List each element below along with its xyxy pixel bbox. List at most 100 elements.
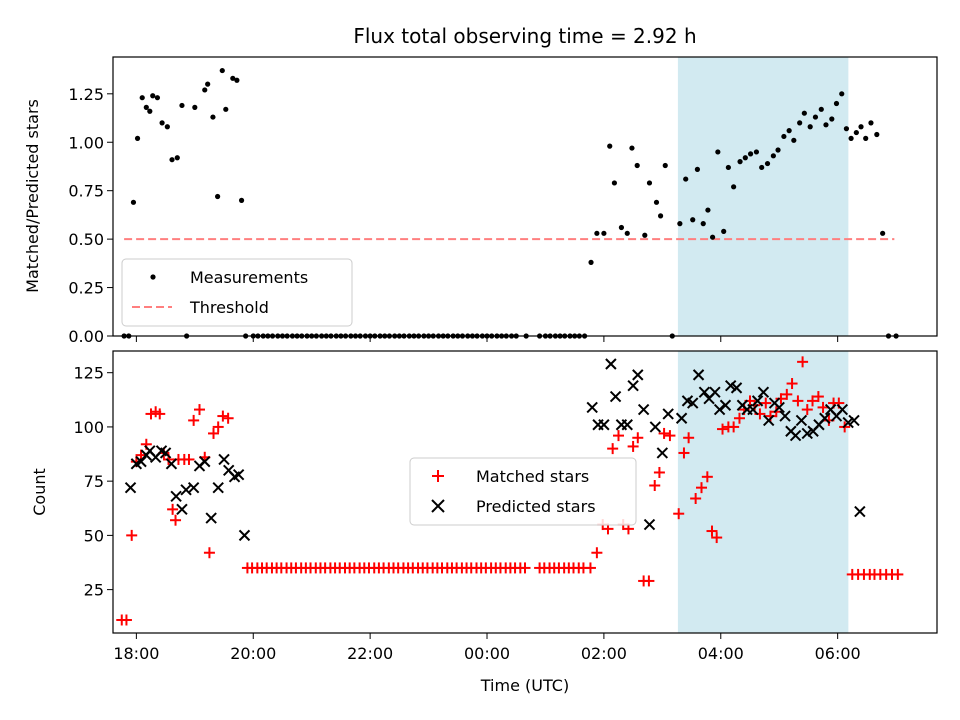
measurement-point (588, 259, 594, 265)
measurement-point (731, 184, 737, 190)
measurement-point (646, 180, 653, 186)
measurement-point (179, 102, 185, 109)
measurement-point (848, 135, 854, 141)
measurement-point (801, 110, 807, 116)
y-axis-label-bottom: Count (30, 468, 49, 516)
measurement-point (223, 106, 229, 112)
measurement-point (154, 95, 161, 101)
matched-star-point (193, 404, 205, 416)
predicted-star-point (687, 397, 699, 409)
predicted-star-point (854, 505, 866, 518)
predicted-star-point (621, 419, 633, 431)
panel-ratio: 0.00 0.25 0.50 0.75 1.00 1.25 Matched/Predict… (23, 56, 938, 346)
predicted-star-point (212, 481, 224, 494)
measurement-point (829, 116, 835, 122)
measurement-point (853, 129, 859, 136)
measurement-point (611, 180, 618, 186)
matched-star-point (701, 471, 713, 483)
matched-star-point (154, 408, 166, 420)
measurement-point (786, 128, 792, 134)
measurement-point (764, 160, 771, 167)
measurement-point (775, 147, 781, 153)
measurement-point (880, 230, 886, 236)
predicted-star-point (836, 403, 849, 416)
predicted-star-point (643, 518, 656, 531)
bottom-ytick-label: 100 (73, 418, 104, 437)
bottom-ytick-label: 25 (84, 581, 104, 600)
measurement-point (215, 193, 221, 200)
measurement-point (781, 133, 787, 140)
measurement-point (143, 104, 149, 110)
measurement-point (843, 126, 850, 132)
measurement-point (812, 114, 819, 120)
matched-star-point (786, 378, 798, 390)
measurement-point (134, 135, 141, 141)
measurement-point (594, 230, 600, 236)
measurement-point (759, 164, 765, 171)
measurement-point (234, 77, 240, 83)
measurement-point (634, 162, 640, 169)
measurement-point (662, 162, 668, 169)
matched-star-point (706, 525, 718, 537)
legend-marker-measurements (150, 274, 156, 280)
predicted-star-point (698, 386, 711, 398)
measurement-point (139, 95, 145, 101)
predicted-star-point (795, 414, 808, 427)
matched-star-point (203, 547, 215, 559)
legend-label-predicted: Predicted stars (476, 497, 596, 516)
predicted-star-point (124, 481, 137, 494)
measurement-point (807, 124, 813, 130)
predicted-star-point (819, 412, 831, 424)
top-ytick-label: 0.25 (68, 279, 104, 298)
bottom-ytick-label: 50 (84, 526, 104, 545)
predicted-star-point (605, 358, 617, 370)
legend-marker-matched (432, 470, 444, 482)
predicted-star-point (692, 369, 705, 381)
top-ytick-label: 0.00 (68, 327, 104, 346)
measurement-point (169, 157, 175, 163)
matched-star-point (673, 508, 685, 520)
highlight-region-bottom (677, 351, 849, 633)
predicted-star-point (165, 458, 178, 470)
measurement-point (202, 87, 208, 93)
bottom-xtick-label: 06:00 (815, 644, 861, 663)
measurement-point (753, 149, 760, 155)
measurement-point (737, 159, 743, 165)
matched-star-point (167, 503, 179, 515)
measurement-point (174, 155, 180, 161)
measurement-point (601, 230, 607, 236)
predicted-star-point (762, 414, 775, 427)
measurement-point (130, 199, 137, 205)
measurement-point (747, 151, 754, 157)
top-ytick-label: 0.75 (68, 182, 104, 201)
matched-star-point (183, 453, 195, 465)
plot-frame-top (112, 56, 938, 337)
x-axis-label: Time (UTC) (480, 676, 569, 695)
bottom-ytick-label: 125 (73, 364, 104, 383)
matched-star-point (775, 393, 787, 405)
predicted-star-point (649, 421, 662, 433)
predicted-star-point (713, 403, 726, 416)
matched-star-point (801, 404, 813, 416)
measurement-point (874, 131, 880, 138)
predicted-star-point (751, 395, 764, 407)
matched-star-point (643, 575, 655, 587)
matched-star-point (817, 401, 829, 413)
matched-star-point (584, 562, 596, 574)
measurement-point (624, 230, 630, 236)
predicted-star-point (779, 410, 791, 422)
measurement-point (705, 207, 711, 213)
bottom-xtick-label: 02:00 (581, 644, 627, 663)
bottom-xtick-label: 00:00 (464, 644, 510, 663)
measurement-point (164, 124, 170, 130)
predicted-star-point (205, 512, 217, 524)
legend-label-measurements: Measurements (190, 268, 308, 287)
predicted-star-point (199, 455, 211, 468)
matched-star-point (664, 430, 676, 442)
measurement-point (607, 143, 613, 149)
measurement-point (833, 100, 840, 107)
matched-star-point (807, 395, 819, 407)
matched-star-point (690, 493, 702, 505)
measurement-point (205, 81, 211, 87)
